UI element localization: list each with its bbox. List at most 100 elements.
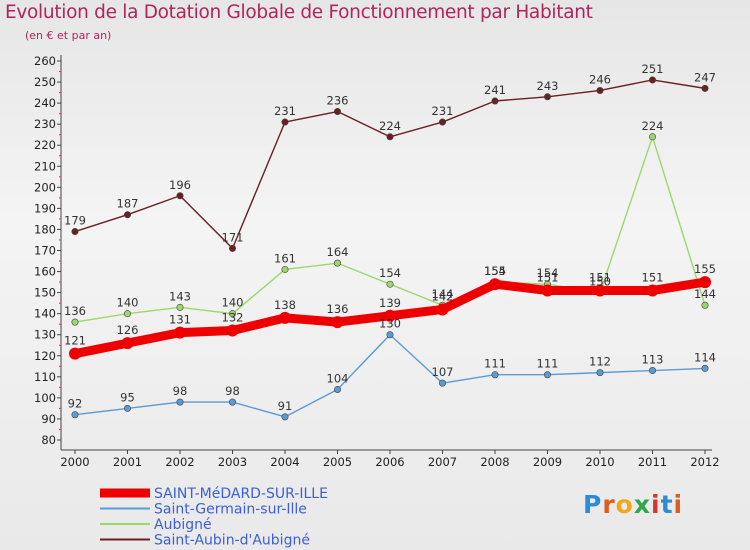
data-label-aubigne: 143 [169, 289, 191, 303]
logo-letter: x [633, 490, 651, 519]
data-point-saint_germain [124, 404, 132, 412]
data-label-saint_germain: 130 [379, 317, 401, 331]
data-point-saint_medard [646, 284, 659, 297]
data-point-saint_aubin [701, 84, 709, 92]
data-point-saint_medard [69, 347, 81, 360]
x-tick-label: 2003 [218, 455, 247, 469]
y-tick-label: 130 [34, 328, 56, 342]
data-point-saint_germain [229, 398, 237, 406]
series-line-saint_aubin [74, 79, 706, 250]
data-label-saint_germain: 114 [694, 350, 716, 364]
data-label-saint_germain: 98 [225, 384, 240, 398]
logo-letter: r [602, 490, 616, 519]
data-point-aubigne [229, 310, 237, 318]
x-tick-label: 2012 [690, 455, 719, 469]
legend-label-saint_aubin: Saint-Aubin-d'Aubigné [154, 533, 310, 549]
data-point-aubigne [333, 259, 341, 267]
data-point-saint_germain [491, 371, 499, 379]
data-label-saint_aubin: 243 [537, 79, 559, 93]
data-point-saint_medard [699, 276, 711, 289]
data-label-saint_aubin: 231 [432, 104, 454, 118]
data-point-saint_germain [596, 369, 604, 377]
data-label-aubigne: 155 [484, 264, 506, 278]
data-label-saint_germain: 95 [120, 390, 135, 404]
data-label-saint_aubin: 246 [589, 72, 611, 86]
y-tick-label: 220 [34, 138, 56, 152]
x-tick-label: 2004 [270, 455, 299, 469]
data-label-aubigne: 154 [379, 266, 401, 280]
data-label-saint_aubin: 241 [484, 83, 506, 97]
proxiti-logo[interactable]: Proxiti [583, 490, 683, 519]
x-tick-label: 2011 [638, 455, 667, 469]
data-point-aubigne [124, 310, 132, 318]
y-tick-label: 80 [41, 433, 56, 447]
data-point-aubigne [386, 280, 394, 288]
data-point-saint_medard [121, 337, 134, 350]
data-label-saint_germain: 111 [537, 357, 559, 371]
y-tick-label: 110 [34, 370, 56, 384]
y-tick-label: 190 [34, 201, 56, 215]
y-tick-label: 90 [41, 412, 56, 426]
x-tick-label: 2001 [113, 455, 142, 469]
data-label-aubigne: 154 [537, 266, 559, 280]
x-tick-label: 2008 [480, 455, 509, 469]
data-point-saint_germain [543, 371, 551, 379]
series-layer [69, 76, 711, 421]
y-tick-label: 120 [34, 349, 56, 363]
data-label-aubigne: 224 [642, 119, 664, 133]
data-label-saint_germain: 91 [278, 399, 293, 413]
y-tick-label: 150 [34, 286, 56, 300]
x-tick-label: 2007 [428, 455, 457, 469]
data-label-saint_aubin: 196 [169, 178, 191, 192]
data-point-saint_aubin [176, 192, 184, 200]
data-point-saint_germain [333, 385, 341, 393]
series-line-saint_germain [74, 334, 706, 418]
data-point-saint_medard [436, 303, 449, 316]
data-label-saint_medard: 155 [694, 262, 716, 276]
data-label-saint_aubin: 171 [222, 230, 244, 244]
data-label-saint_medard: 138 [274, 298, 296, 312]
data-point-saint_germain [438, 379, 446, 387]
y-tick-label: 240 [34, 96, 56, 110]
y-tick-label: 200 [34, 180, 56, 194]
data-point-aubigne [71, 318, 79, 326]
data-point-saint_medard [594, 284, 606, 297]
data-point-saint_aubin [333, 108, 341, 116]
data-point-saint_aubin [281, 118, 289, 126]
data-label-saint_medard: 139 [379, 296, 401, 310]
data-point-saint_aubin [648, 76, 656, 84]
data-label-saint_medard: 151 [642, 271, 664, 285]
data-label-saint_aubin: 187 [117, 197, 139, 211]
data-label-aubigne: 140 [117, 296, 139, 310]
data-labels: 92 95 98 98 91 104 130 107 111 111 112 113 114 136 140… [64, 62, 716, 413]
data-point-aubigne [176, 303, 184, 311]
data-point-saint_germain [281, 413, 289, 421]
legend-label-saint_germain: Saint-Germain-sur-Ille [154, 502, 307, 518]
data-point-saint_aubin [71, 228, 79, 236]
axes: 8090100110120130140150160170180190200210… [34, 54, 720, 469]
data-label-aubigne: 144 [694, 287, 716, 301]
logo-letter: o [615, 490, 634, 519]
data-label-saint_aubin: 179 [64, 214, 86, 228]
logo-letter: P [583, 490, 603, 519]
data-label-aubigne: 140 [222, 296, 244, 310]
data-point-saint_aubin [596, 86, 604, 94]
data-label-saint_medard: 121 [64, 334, 86, 348]
data-label-aubigne: 161 [274, 251, 296, 265]
data-point-saint_medard [384, 309, 396, 322]
y-tick-label: 160 [34, 265, 56, 279]
data-label-saint_aubin: 251 [642, 62, 664, 76]
data-label-saint_aubin: 224 [379, 119, 401, 133]
y-tick-label: 260 [34, 54, 56, 68]
x-tick-label: 2006 [375, 455, 404, 469]
data-label-saint_medard: 132 [222, 311, 244, 325]
chart-subtitle: (en € et par an) [25, 29, 112, 42]
data-point-saint_aubin [491, 97, 499, 105]
data-label-saint_medard: 142 [432, 289, 454, 303]
logo-letter: i [673, 490, 684, 519]
data-label-saint_medard: 136 [327, 302, 349, 316]
data-point-saint_aubin [543, 93, 551, 101]
data-point-aubigne [648, 133, 656, 141]
data-point-saint_germain [176, 398, 184, 406]
y-tick-label: 140 [34, 307, 56, 321]
